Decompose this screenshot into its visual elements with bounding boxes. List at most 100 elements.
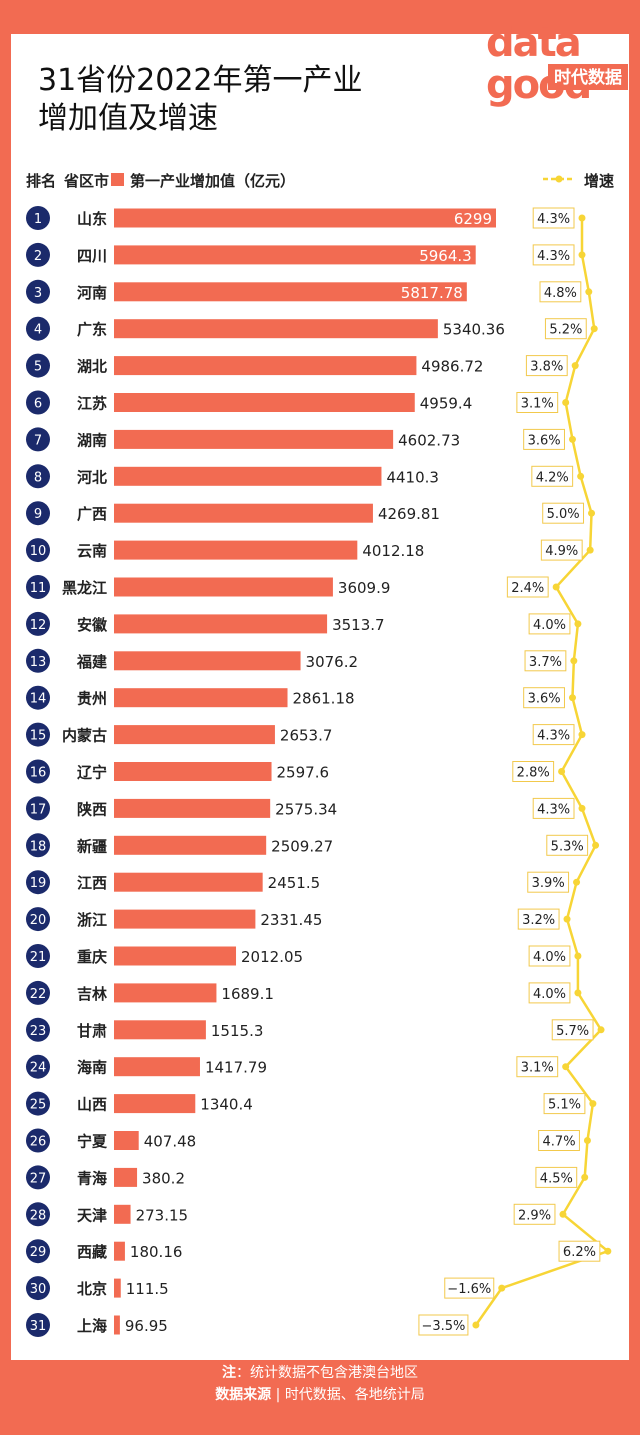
province-label: 青海	[77, 1169, 107, 1187]
growth-label-box	[532, 724, 575, 746]
province-label: 新疆	[77, 837, 107, 855]
growth-point	[578, 251, 586, 259]
rank-badge	[26, 206, 50, 230]
province-label: 江西	[77, 874, 107, 892]
growth-label-box	[517, 908, 560, 930]
province-label: 上海	[77, 1317, 107, 1335]
province-label: 内蒙古	[62, 727, 107, 745]
growth-label-box	[528, 945, 571, 967]
value-label: 273.15	[136, 1206, 189, 1224]
chart-title: 31省份2022年第一产业 增加值及增速	[38, 62, 418, 138]
province-label: 重庆	[77, 948, 107, 966]
bar	[114, 540, 358, 560]
growth-label-box	[558, 1240, 601, 1262]
footer-note: 注：统计数据不包含港澳台地区	[0, 1362, 640, 1384]
rank-badge	[26, 870, 50, 895]
rank-badge	[26, 1202, 50, 1227]
bar	[114, 356, 417, 376]
growth-point	[570, 657, 578, 665]
growth-label-box	[523, 687, 565, 709]
rank-number: 19	[30, 876, 47, 891]
rank-number: 9	[34, 507, 42, 522]
rank-badge	[26, 538, 50, 563]
growth-label: 3.1%	[521, 1061, 554, 1076]
growth-point	[552, 583, 560, 591]
rank-badge	[26, 722, 50, 747]
growth-label: 5.0%	[547, 507, 580, 522]
rank-number: 16	[30, 766, 47, 781]
bar	[114, 1315, 120, 1335]
province-label: 北京	[77, 1280, 107, 1298]
province-label: 陕西	[77, 800, 107, 818]
rank-number: 14	[30, 692, 47, 707]
bar	[114, 429, 394, 449]
rank-badge	[26, 907, 50, 932]
rank-badge	[26, 648, 50, 673]
growth-label-box	[516, 392, 559, 413]
growth-label-box	[531, 465, 574, 487]
bar	[114, 245, 476, 265]
bar	[114, 946, 237, 966]
header-growth: 增速	[584, 172, 615, 190]
footer-source-text: 时代数据、各地统计局	[284, 1387, 425, 1403]
bar	[114, 208, 496, 228]
bar	[114, 1167, 138, 1187]
growth-label: 4.3%	[537, 729, 570, 744]
rank-badge	[26, 1239, 50, 1264]
header-province: 省区市	[64, 172, 110, 190]
growth-label-box	[513, 1203, 556, 1225]
rank-badge	[26, 944, 50, 968]
value-label: 3076.2	[306, 653, 359, 671]
value-label: 1340.4	[200, 1096, 253, 1114]
value-label: 2597.6	[277, 764, 330, 782]
rank-badge	[26, 464, 50, 489]
bar	[114, 835, 267, 855]
growth-point	[574, 952, 582, 960]
bar	[114, 1278, 121, 1298]
rank-number: 6	[34, 397, 42, 412]
logo-word-data: data	[486, 20, 580, 66]
rank-badge	[26, 1165, 50, 1190]
rank-number: 3	[34, 286, 42, 301]
rank-badge	[26, 390, 50, 415]
growth-point	[592, 841, 600, 849]
province-label: 福建	[76, 653, 108, 671]
growth-point	[563, 915, 571, 923]
growth-label: 5.1%	[548, 1098, 581, 1113]
value-label: 4410.3	[386, 468, 439, 486]
growth-label-box	[532, 244, 575, 266]
rank-number: 24	[30, 1061, 47, 1076]
growth-point	[578, 804, 586, 812]
footer-source-label: 数据来源	[215, 1387, 272, 1403]
rank-number: 23	[30, 1024, 47, 1039]
value-label: 4602.73	[398, 431, 460, 449]
province-label: 辽宁	[77, 764, 107, 782]
growth-label: 4.7%	[543, 1135, 576, 1150]
growth-label-box	[542, 502, 585, 524]
value-label: 4269.81	[378, 505, 440, 523]
bar	[114, 1094, 196, 1114]
value-label: 2653.7	[280, 727, 333, 745]
growth-label-box	[544, 318, 587, 340]
growth-point	[574, 620, 582, 628]
value-label: 2575.34	[275, 800, 337, 818]
growth-point	[472, 1321, 480, 1329]
province-label: 山西	[77, 1096, 107, 1114]
province-label: 云南	[77, 542, 107, 560]
bar	[114, 1241, 125, 1261]
growth-label-box	[538, 1130, 580, 1151]
rank-badge	[26, 1276, 50, 1301]
rank-number: 29	[30, 1245, 47, 1260]
footer-source-sep: |	[275, 1387, 281, 1403]
growth-point	[562, 1063, 570, 1071]
rank-number: 15	[30, 729, 47, 744]
header-value: 第一产业增加值（亿元）	[130, 172, 296, 190]
rank-number: 13	[30, 655, 47, 670]
rank-badge	[26, 1054, 50, 1079]
value-label: 1689.1	[221, 985, 273, 1003]
growth-label: 5.7%	[556, 1024, 589, 1039]
province-label: 广西	[77, 505, 107, 523]
rank-badge	[26, 353, 50, 378]
value-label: 96.95	[125, 1317, 168, 1335]
province-label: 宁夏	[77, 1133, 108, 1151]
